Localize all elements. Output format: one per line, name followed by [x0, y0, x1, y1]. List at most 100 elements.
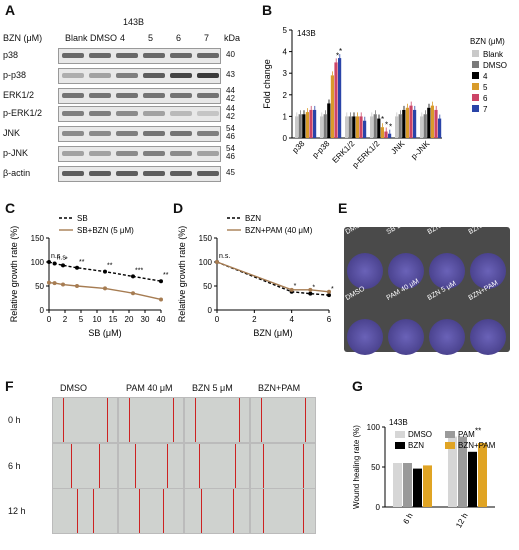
data-point — [159, 297, 163, 302]
panel-label-f: F — [5, 378, 14, 394]
lane-label: DMSO — [90, 33, 117, 43]
y-axis-label: Relative growth rate (%) — [177, 226, 187, 323]
bar — [388, 133, 392, 138]
data-point — [75, 265, 79, 270]
legend-swatch — [445, 442, 455, 449]
y-tick-label: 100 — [367, 423, 381, 432]
y-tick-label: 50 — [203, 282, 212, 291]
significance-mark: * — [65, 256, 68, 263]
bar — [380, 127, 384, 138]
x-tick-label: 40 — [157, 315, 166, 324]
kda-marker: 45 — [226, 168, 235, 177]
bar — [468, 451, 477, 507]
protein-band — [197, 151, 219, 156]
bzn-dose-label: BZN (μM) — [3, 33, 43, 43]
blot-membrane — [58, 126, 221, 142]
time-label: 6 h — [8, 461, 21, 471]
microscopy-image — [52, 443, 118, 489]
protein-band — [89, 111, 111, 116]
wound-edge — [303, 444, 304, 488]
protein-band — [170, 131, 192, 136]
colony-well — [429, 253, 465, 289]
protein-band — [116, 171, 138, 176]
protein-band — [170, 111, 192, 116]
wound-edge — [201, 489, 202, 533]
condition-label: DMSO — [60, 383, 87, 393]
x-tick-label: 10 — [93, 315, 102, 324]
significance-mark: * — [339, 47, 342, 56]
legend-label: BZN+PAM (40 μM) — [245, 226, 313, 235]
colony-well — [429, 319, 465, 355]
wound-edge — [235, 444, 236, 488]
blot-row-label: p-ERK1/2 — [3, 108, 43, 118]
lane-label: 7 — [204, 33, 210, 43]
significance-mark: * — [389, 123, 392, 132]
protein-band — [89, 93, 111, 98]
bar — [434, 109, 438, 138]
y-axis-label: Fold change — [262, 59, 272, 109]
bar — [458, 436, 467, 507]
bar — [327, 103, 331, 138]
significance-mark: * — [381, 115, 384, 124]
x-tick-label: 30 — [141, 315, 150, 324]
y-tick-label: 5 — [283, 26, 288, 35]
protein-band — [89, 53, 111, 58]
wound-edge — [129, 398, 130, 442]
x-tick-label: 0 — [215, 315, 220, 324]
kda-marker: 40 — [226, 50, 235, 59]
microscopy-image — [118, 488, 184, 534]
condition-label: PAM 40 μM — [126, 383, 173, 393]
legend-label: 5 — [483, 83, 488, 92]
x-tick-label: 2 — [63, 315, 68, 324]
protein-band — [62, 151, 84, 156]
blot-membrane — [58, 68, 221, 84]
panel-label-d: D — [173, 200, 184, 216]
kda-marker: 46 — [226, 152, 235, 161]
microscopy-image — [250, 397, 316, 443]
chart-c-sb-growth: 0 50 100 150 0 2 5 10 15 20 30 40 SB (μM) Relative gr… — [9, 214, 169, 338]
series-line — [48, 281, 162, 301]
lane-label: 6 — [176, 33, 182, 43]
panel-label-a: A — [5, 2, 16, 18]
protein-band — [89, 131, 111, 136]
blot-row-label: p-p38 — [3, 70, 27, 80]
y-tick-label: 2 — [283, 91, 288, 100]
bar — [478, 443, 487, 507]
bar — [393, 463, 402, 507]
kda-marker: 46 — [226, 132, 235, 141]
x-tick-label: 20 — [125, 315, 134, 324]
bar — [370, 116, 374, 138]
microscopy-image — [118, 397, 184, 443]
wound-edge — [195, 398, 196, 442]
legend-label: BZN — [245, 214, 261, 223]
bar — [373, 114, 377, 138]
blot-row-label: JNK — [3, 128, 21, 138]
colony-well — [347, 319, 383, 355]
y-tick-label: 50 — [371, 463, 380, 472]
legend-title: BZN (μM) — [470, 37, 505, 46]
protein-band — [62, 131, 84, 136]
legend-swatch — [472, 105, 479, 112]
kda-label: kDa — [224, 33, 241, 43]
legend-swatch — [445, 431, 455, 438]
legend-swatch — [472, 50, 479, 57]
y-tick-label: 0 — [40, 306, 45, 315]
wound-edge — [239, 398, 240, 442]
significance-mark: ** — [79, 259, 85, 266]
protein-band — [170, 93, 192, 98]
protein-band — [62, 73, 84, 78]
plate-label: BZN+SB — [467, 216, 495, 236]
y-tick-label: 3 — [283, 69, 288, 78]
bar — [298, 114, 302, 138]
lane-label: 5 — [148, 33, 154, 43]
time-label: 12 h — [8, 506, 26, 516]
colony-well — [470, 319, 506, 355]
bar — [305, 112, 309, 138]
blot-membrane — [58, 166, 221, 182]
bar — [402, 109, 406, 138]
blot-membrane — [58, 48, 221, 64]
legend-swatch — [472, 83, 479, 90]
y-tick-label: 4 — [283, 48, 288, 57]
significance-mark: * — [385, 120, 388, 129]
protein-band — [143, 151, 165, 156]
